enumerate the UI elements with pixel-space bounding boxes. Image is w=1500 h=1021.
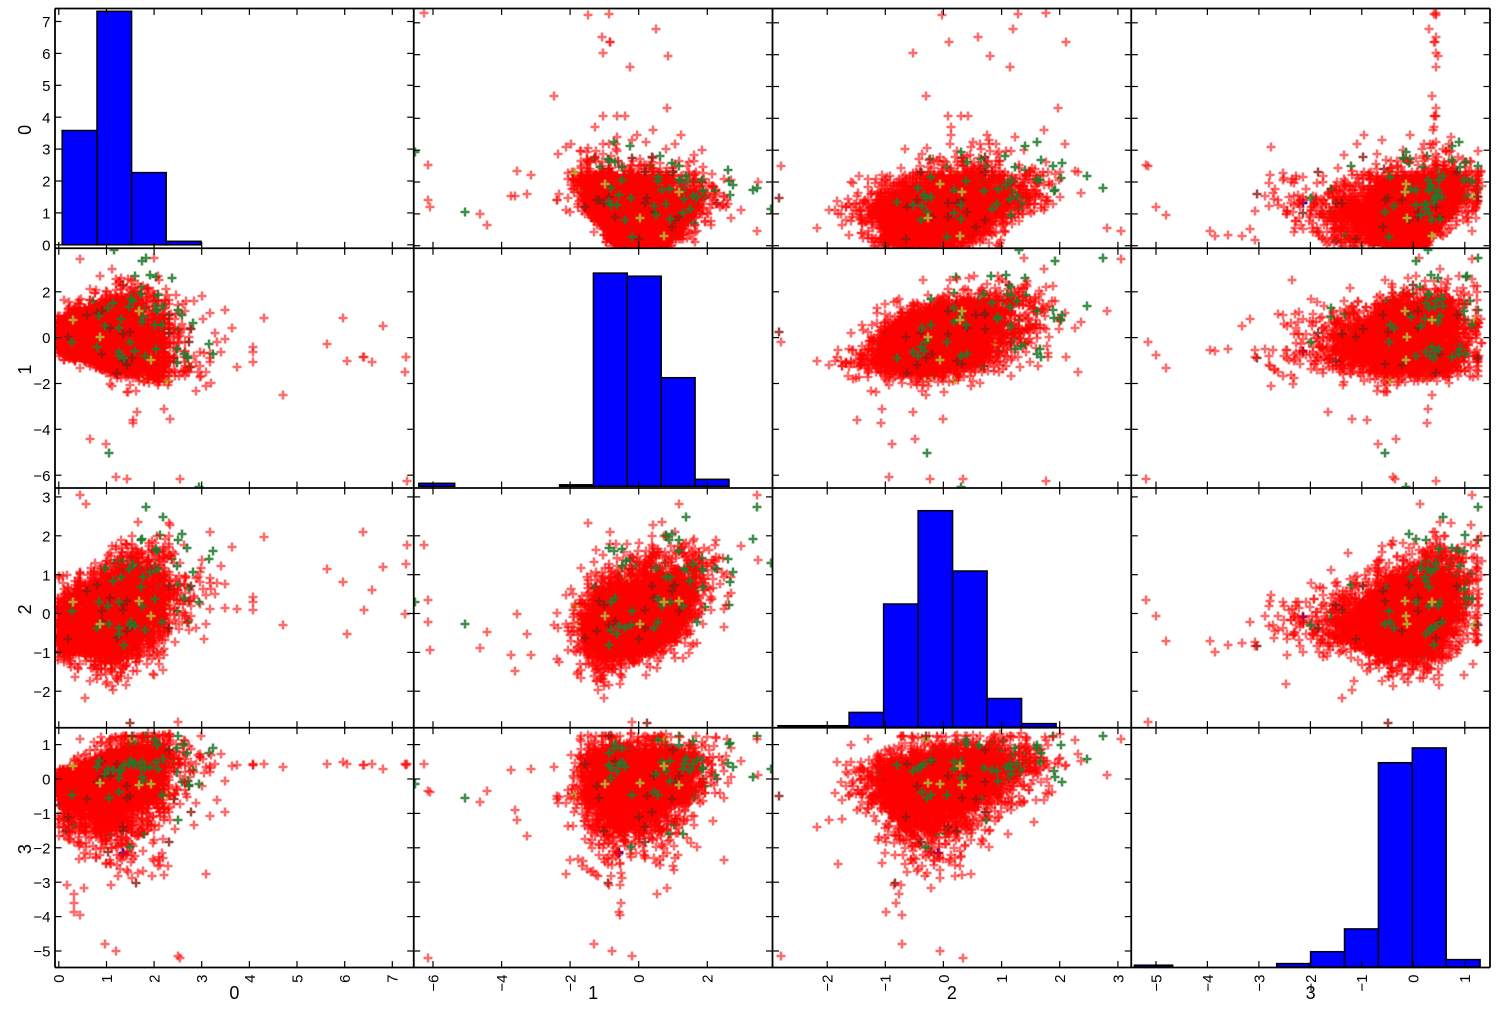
svg-text:1: 1 xyxy=(588,983,598,1003)
svg-text:0: 0 xyxy=(15,125,35,135)
svg-text:2: 2 xyxy=(42,528,50,545)
svg-text:−4: −4 xyxy=(494,975,511,992)
svg-text:1: 1 xyxy=(42,567,50,584)
svg-text:−2: −2 xyxy=(33,684,50,701)
svg-text:0: 0 xyxy=(42,772,50,789)
svg-text:1: 1 xyxy=(994,975,1011,983)
svg-text:3: 3 xyxy=(1306,983,1316,1003)
svg-text:1: 1 xyxy=(15,365,35,375)
svg-text:6: 6 xyxy=(337,975,354,983)
svg-text:3: 3 xyxy=(1110,975,1127,983)
svg-text:0: 0 xyxy=(42,330,50,347)
svg-text:−5: −5 xyxy=(1148,975,1165,992)
svg-text:0: 0 xyxy=(1406,975,1423,983)
svg-text:2: 2 xyxy=(42,174,50,191)
svg-text:−4: −4 xyxy=(33,909,50,926)
svg-text:−1: −1 xyxy=(1354,975,1371,992)
svg-text:5: 5 xyxy=(289,975,306,983)
svg-text:−1: −1 xyxy=(33,645,50,662)
svg-text:7: 7 xyxy=(42,14,50,31)
svg-text:−2: −2 xyxy=(33,840,50,857)
svg-text:−5: −5 xyxy=(33,944,50,961)
svg-text:−1: −1 xyxy=(33,806,50,823)
svg-text:1: 1 xyxy=(1457,975,1474,983)
svg-text:0: 0 xyxy=(42,237,50,254)
svg-text:−1: −1 xyxy=(878,975,895,992)
svg-text:3: 3 xyxy=(15,844,35,854)
svg-text:−3: −3 xyxy=(1251,975,1268,992)
svg-text:0: 0 xyxy=(631,975,648,983)
svg-text:−4: −4 xyxy=(1200,975,1217,992)
svg-text:−2: −2 xyxy=(563,975,580,992)
svg-text:0: 0 xyxy=(936,975,953,983)
svg-text:−6: −6 xyxy=(425,975,442,992)
svg-text:0: 0 xyxy=(51,975,68,983)
svg-text:2: 2 xyxy=(15,604,35,614)
svg-text:1: 1 xyxy=(42,737,50,754)
svg-text:3: 3 xyxy=(42,142,50,159)
svg-text:6: 6 xyxy=(42,46,50,63)
svg-text:−2: −2 xyxy=(33,376,50,393)
svg-text:2: 2 xyxy=(42,284,50,301)
svg-text:−6: −6 xyxy=(33,468,50,485)
svg-text:3: 3 xyxy=(194,975,211,983)
svg-text:5: 5 xyxy=(42,78,50,95)
svg-text:4: 4 xyxy=(42,110,50,127)
svg-text:2: 2 xyxy=(947,983,957,1003)
svg-text:7: 7 xyxy=(385,975,402,983)
svg-text:4: 4 xyxy=(242,975,259,983)
svg-text:1: 1 xyxy=(99,975,116,983)
svg-text:0: 0 xyxy=(229,983,239,1003)
svg-text:2: 2 xyxy=(147,975,164,983)
svg-text:−2: −2 xyxy=(820,975,837,992)
svg-text:−3: −3 xyxy=(33,875,50,892)
svg-text:1: 1 xyxy=(42,206,50,223)
svg-text:0: 0 xyxy=(42,606,50,623)
svg-text:2: 2 xyxy=(700,975,717,983)
svg-text:−4: −4 xyxy=(33,422,50,439)
svg-text:2: 2 xyxy=(1052,975,1069,983)
svg-text:3: 3 xyxy=(42,490,50,507)
